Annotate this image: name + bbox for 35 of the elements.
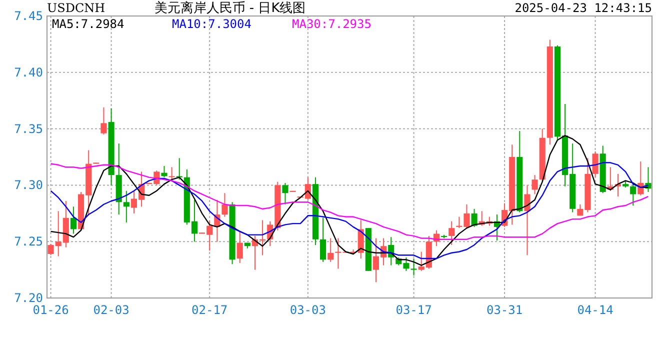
candlestick — [168, 166, 175, 180]
candlestick — [410, 258, 417, 276]
candlestick — [448, 220, 455, 246]
candlestick — [236, 230, 243, 264]
candlestick — [320, 217, 326, 262]
x-tick-label: 02-03 — [93, 303, 130, 317]
candlestick — [70, 206, 76, 234]
y-tick-label: 7.35 — [14, 122, 43, 136]
chart-title: 美元离岸人民币 - 日K线图 — [154, 0, 306, 16]
x-tick-label: 02-17 — [192, 303, 228, 317]
candlestick — [176, 158, 182, 180]
candlestick — [532, 174, 538, 195]
x-tick-label: 03-17 — [396, 303, 432, 317]
candlestick — [630, 184, 636, 206]
y-tick-label: 7.40 — [14, 65, 43, 80]
candlestick — [328, 238, 334, 262]
text: MA10:7.3004 — [172, 17, 252, 31]
candlestick — [100, 106, 107, 135]
candlestick — [282, 182, 288, 205]
y-tick-label: 7.25 — [14, 234, 43, 249]
x-tick-label: 03-31 — [486, 303, 523, 317]
y-tick-label: 7.30 — [14, 178, 43, 192]
x-tick-label: 04-14 — [577, 303, 614, 317]
y-tick-label: 7.45 — [14, 9, 43, 23]
x-tick-label: 01-26 — [32, 303, 69, 317]
chart-subtitle: USDCNH — [47, 1, 106, 15]
text: 2025-04-23 12:43:15 — [514, 1, 652, 15]
text: MA30:7.2935 — [292, 17, 372, 31]
x-tick-label: 03-03 — [290, 303, 326, 317]
candlestick — [123, 190, 130, 223]
candlestick — [592, 150, 598, 178]
y-tick-label: 7.20 — [14, 291, 43, 305]
text: MA5:7.2984 — [52, 17, 124, 31]
candlestick — [471, 208, 478, 228]
candlestick — [222, 192, 228, 218]
